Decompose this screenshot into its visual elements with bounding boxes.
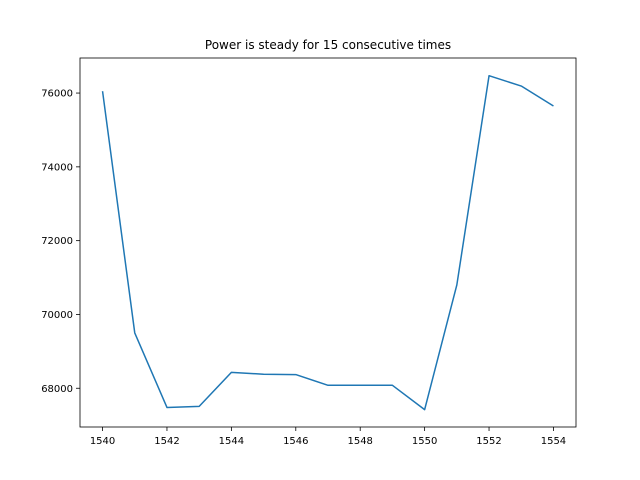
x-tick-label: 1552 [476, 436, 501, 447]
x-tick-label: 1544 [219, 436, 244, 447]
y-tick-label: 70000 [41, 310, 73, 321]
y-tick-label: 76000 [41, 89, 73, 100]
y-tick-label: 68000 [41, 384, 73, 395]
x-tick-label: 1542 [154, 436, 179, 447]
series-line [101, 74, 554, 411]
x-axis: 1540 1542 1544 1546 1548 1550 1552 1554 [90, 427, 566, 447]
axes-frame [79, 57, 577, 428]
x-tick-label: 1540 [90, 436, 115, 447]
y-tick-label: 72000 [41, 236, 73, 247]
chart-title: Power is steady for 15 consecutive times [205, 38, 451, 52]
x-tick-label: 1554 [541, 436, 566, 447]
x-tick-label: 1548 [347, 436, 372, 447]
x-tick-label: 1550 [412, 436, 437, 447]
plot-area [101, 74, 554, 411]
y-tick-label: 74000 [41, 162, 73, 173]
x-tick-label: 1546 [283, 436, 308, 447]
y-axis: 68000 70000 72000 74000 76000 [41, 89, 80, 395]
